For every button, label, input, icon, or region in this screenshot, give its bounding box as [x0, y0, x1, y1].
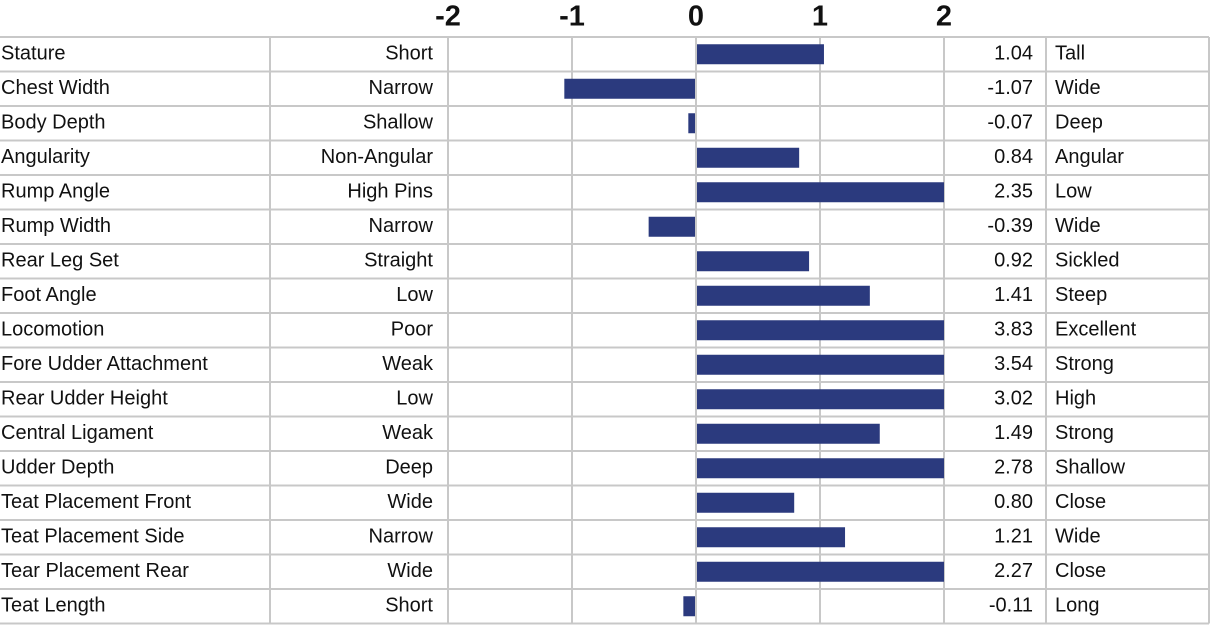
trait-label: Chest Width — [1, 77, 110, 99]
value-label: 0.80 — [994, 491, 1033, 513]
value-label: 2.78 — [994, 457, 1033, 479]
low-label: Weak — [382, 422, 434, 444]
value-label: 0.84 — [994, 146, 1033, 168]
high-label: Wide — [1055, 77, 1101, 99]
trait-label: Body Depth — [1, 112, 106, 134]
bar — [697, 320, 944, 341]
bar — [697, 492, 795, 513]
high-label: Strong — [1055, 422, 1114, 444]
high-label: Sickled — [1055, 250, 1119, 272]
low-label: Wide — [387, 560, 433, 582]
low-label: Low — [396, 284, 433, 306]
trait-label: Rump Angle — [1, 181, 110, 203]
trait-label: Udder Depth — [1, 457, 114, 479]
bar — [697, 458, 944, 479]
trait-label: Stature — [1, 43, 65, 65]
x-tick-label: -1 — [559, 1, 585, 33]
value-label: 3.02 — [994, 388, 1033, 410]
trait-label: Teat Length — [1, 595, 106, 617]
low-label: Short — [385, 43, 433, 65]
low-label: Narrow — [369, 215, 434, 237]
low-label: Narrow — [369, 526, 434, 548]
value-label: 2.27 — [994, 560, 1033, 582]
high-label: Tall — [1055, 43, 1085, 65]
value-label: 3.54 — [994, 353, 1033, 375]
low-label: Straight — [364, 250, 433, 272]
trait-label: Tear Placement Rear — [1, 560, 189, 582]
high-label: Wide — [1055, 215, 1101, 237]
value-label: -0.39 — [987, 215, 1033, 237]
low-label: Wide — [387, 491, 433, 513]
bar — [697, 354, 944, 375]
x-tick-label: 1 — [812, 1, 828, 33]
bar — [697, 389, 944, 410]
bars — [564, 44, 944, 617]
value-label: 2.35 — [994, 181, 1033, 203]
trait-label: Angularity — [1, 146, 90, 168]
trait-label: Rear Udder Height — [1, 388, 168, 410]
low-label: Short — [385, 595, 433, 617]
trait-label: Foot Angle — [1, 284, 97, 306]
low-label: High Pins — [347, 181, 433, 203]
trait-label: Rear Leg Set — [1, 250, 119, 272]
bar — [697, 182, 944, 203]
x-tick-label: 2 — [936, 1, 952, 33]
bar — [683, 596, 695, 617]
bar — [697, 527, 846, 548]
high-label: Steep — [1055, 284, 1107, 306]
value-label: 1.04 — [994, 43, 1033, 65]
high-label: Shallow — [1055, 457, 1126, 479]
high-label: Wide — [1055, 526, 1101, 548]
bar — [697, 561, 944, 582]
bar — [697, 44, 824, 65]
high-label: Close — [1055, 560, 1106, 582]
value-label: -1.07 — [987, 77, 1033, 99]
low-label: Poor — [391, 319, 434, 341]
high-label: Low — [1055, 181, 1092, 203]
bar — [688, 113, 695, 134]
trait-label: Central Ligament — [1, 422, 154, 444]
labels: -2 -1 0 1 2 Stature Short 1.04 Tall Chest Width Na… — [1, 1, 1137, 617]
bar — [697, 285, 870, 306]
low-label: Deep — [385, 457, 433, 479]
trait-label: Teat Placement Side — [1, 526, 184, 548]
trait-label: Teat Placement Front — [1, 491, 192, 513]
low-label: Non-Angular — [321, 146, 434, 168]
value-label: 0.92 — [994, 250, 1033, 272]
bar — [697, 423, 880, 444]
low-label: Weak — [382, 353, 434, 375]
bar — [697, 147, 800, 168]
x-tick-label: -2 — [435, 1, 461, 33]
trait-label: Fore Udder Attachment — [1, 353, 208, 375]
bar — [648, 216, 695, 237]
high-label: Angular — [1055, 146, 1124, 168]
low-label: Shallow — [363, 112, 434, 134]
trait-label: Rump Width — [1, 215, 111, 237]
value-label: -0.07 — [987, 112, 1033, 134]
high-label: Deep — [1055, 112, 1103, 134]
trait-label: Locomotion — [1, 319, 104, 341]
value-label: 1.41 — [994, 284, 1033, 306]
x-tick-label: 0 — [688, 1, 704, 33]
low-label: Low — [396, 388, 433, 410]
high-label: Long — [1055, 595, 1100, 617]
value-label: -0.11 — [989, 595, 1033, 617]
bar — [697, 251, 810, 272]
value-label: 1.49 — [994, 422, 1033, 444]
low-label: Narrow — [369, 77, 434, 99]
value-label: 1.21 — [994, 526, 1033, 548]
high-label: High — [1055, 388, 1096, 410]
high-label: Excellent — [1055, 319, 1137, 341]
value-label: 3.83 — [994, 319, 1033, 341]
high-label: Close — [1055, 491, 1106, 513]
high-label: Strong — [1055, 353, 1114, 375]
bar — [564, 78, 695, 99]
